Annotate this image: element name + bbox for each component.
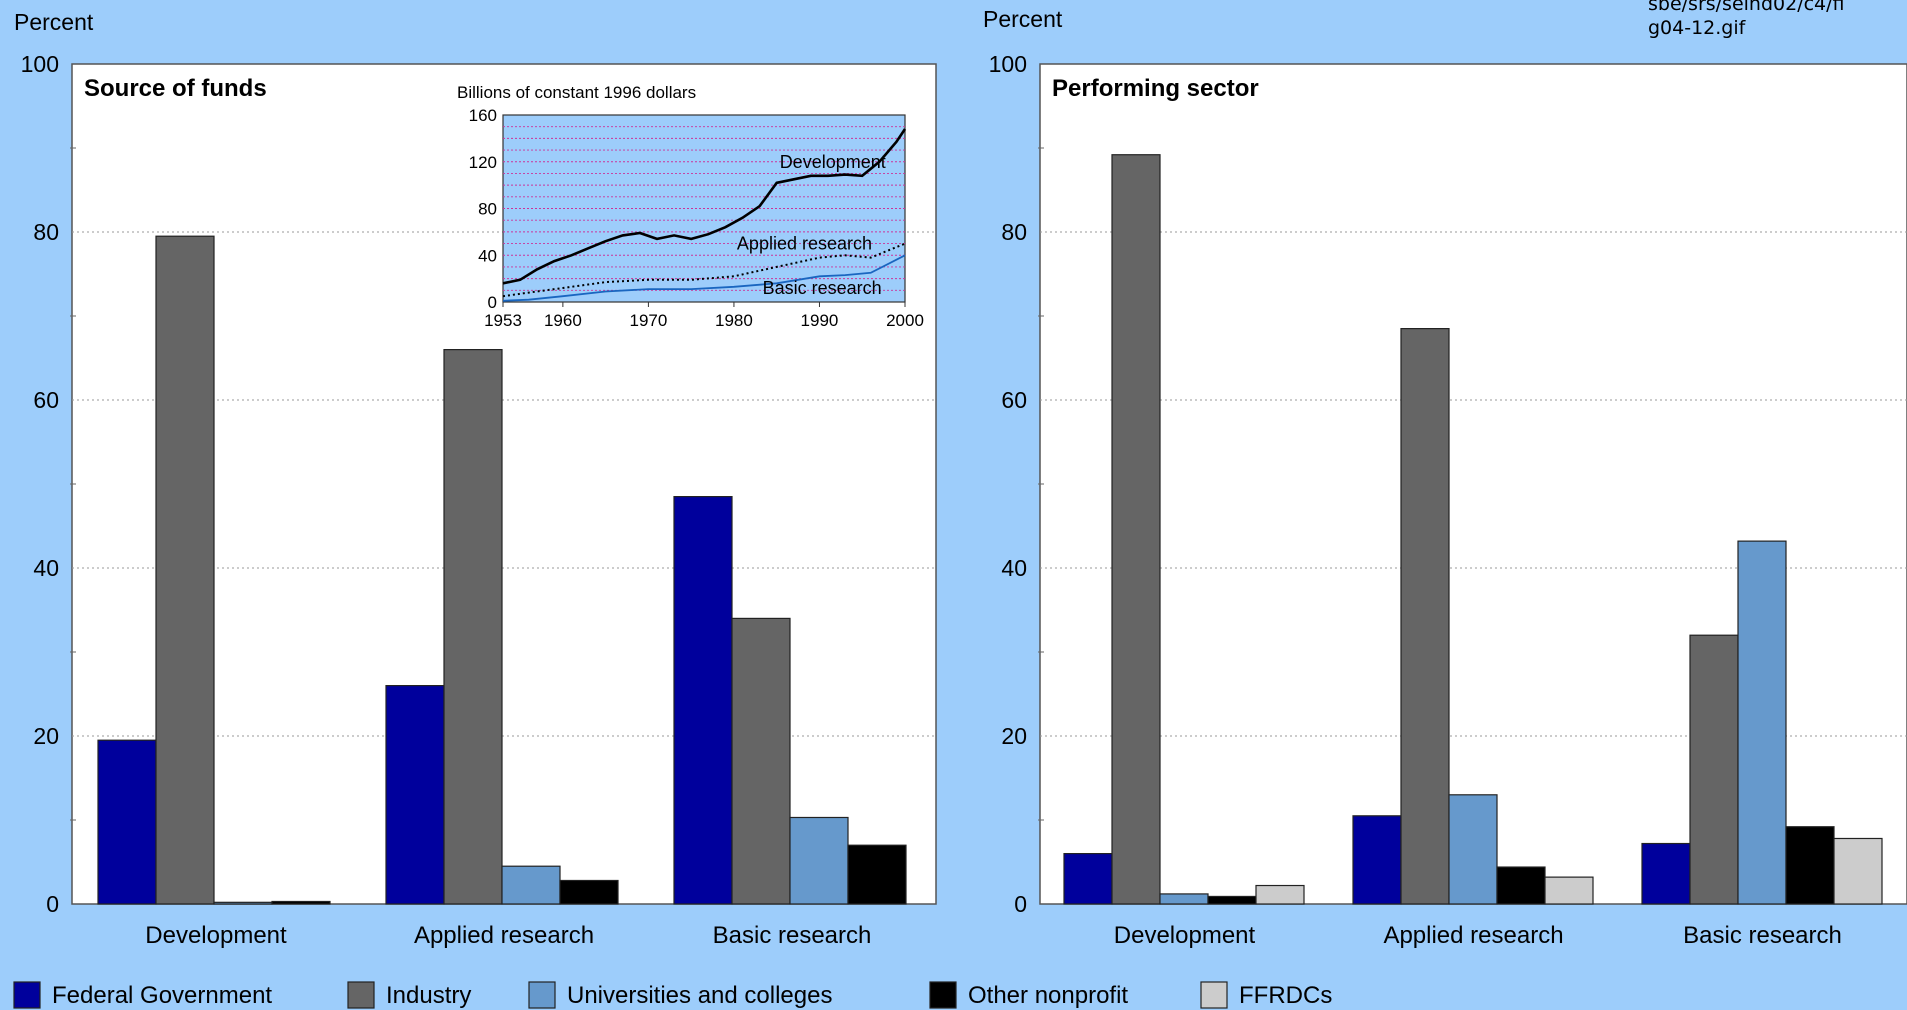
- y-tick-label: 40: [33, 555, 59, 581]
- y-tick-label: 100: [21, 51, 59, 77]
- y-tick-label: 20: [33, 723, 59, 749]
- bar-chart-3: 0 20 40 60 80 100 Percent Performing sector Deve…: [983, 6, 1907, 949]
- legend-item-industry: Industry: [347, 981, 471, 1009]
- legend-swatch-nonprofit: [929, 981, 957, 1009]
- y-axis-label: Percent: [14, 9, 94, 35]
- bar-nonprofit-2: [559, 879, 619, 905]
- inset-title: Billions of constant 1996 dollars: [457, 83, 696, 102]
- bar-universities-1: [213, 901, 273, 905]
- legend-item-universities: Universities and colleges: [528, 981, 832, 1009]
- bar-federal-2: [1352, 815, 1402, 905]
- x-category-label: Development: [1114, 922, 1256, 949]
- inset-x-tick-label: 2000: [886, 311, 924, 330]
- x-category-label: Applied research: [1383, 922, 1563, 949]
- inset-line-chart: Billions of constant 1996 dollars 0 40 80 12…: [457, 83, 924, 330]
- bar-nonprofit-3: [847, 844, 907, 905]
- y-tick-label: 0: [1014, 891, 1027, 917]
- x-category-label: Applied research: [414, 922, 594, 949]
- bar-federal-1: [97, 739, 157, 905]
- bar-nonprofit-3: [1785, 826, 1835, 905]
- inset-series-line-2: [502, 242, 906, 298]
- inset-y-tick-label: 80: [478, 200, 497, 219]
- bar-industry-2: [443, 349, 503, 905]
- y-tick-label: 20: [1001, 723, 1027, 749]
- chart-title: Source of funds: [84, 75, 267, 102]
- inset-x-tick-label: 1970: [629, 311, 667, 330]
- inset-x-tick-label: 1953: [484, 311, 522, 330]
- legend-label: Industry: [386, 982, 471, 1009]
- inset-series-label: Applied research: [737, 234, 872, 254]
- inset-y-tick-label: 120: [469, 153, 497, 172]
- bar-universities-2: [501, 865, 561, 905]
- bar-federal-3: [1641, 842, 1691, 905]
- legend-label: Other nonprofit: [968, 982, 1128, 1009]
- inset-y-tick-label: 40: [478, 246, 497, 265]
- bar-nonprofit-1: [271, 900, 331, 905]
- y-tick-label: 60: [1001, 387, 1027, 413]
- bar-nonprofit-2: [1496, 866, 1546, 905]
- legend-swatch-industry: [347, 981, 375, 1009]
- legend-label: Federal Government: [52, 982, 272, 1009]
- inset-series-label: Development: [780, 152, 886, 172]
- y-tick-label: 0: [46, 891, 59, 917]
- bar-federal-2: [385, 684, 445, 905]
- inset-series-line-1: [502, 128, 907, 285]
- x-category-label: Development: [145, 922, 287, 949]
- bar-universities-1: [1159, 893, 1209, 905]
- x-category-label: Basic research: [713, 922, 872, 949]
- legend-label: FFRDCs: [1239, 982, 1332, 1009]
- y-tick-label: 80: [33, 219, 59, 245]
- y-tick-label: 60: [33, 387, 59, 413]
- bar-ffrdc-3: [1833, 837, 1883, 905]
- inset-series-label: Basic research: [763, 278, 882, 298]
- bar-industry-1: [1111, 154, 1161, 905]
- bar-industry-3: [1689, 634, 1739, 905]
- legend-item-ffrdc: FFRDCs: [1200, 981, 1332, 1009]
- bar-universities-2: [1448, 794, 1498, 905]
- legend-item-nonprofit: Other nonprofit: [929, 981, 1128, 1009]
- bar-federal-1: [1063, 852, 1113, 905]
- legend-item-federal: Federal Government: [13, 981, 272, 1009]
- bar-universities-3: [789, 816, 849, 905]
- inset-y-tick-label: 160: [469, 106, 497, 125]
- legend-swatch-federal: [13, 981, 41, 1009]
- bar-universities-3: [1737, 540, 1787, 905]
- legend-swatch-universities: [528, 981, 556, 1009]
- x-category-label: Basic research: [1683, 922, 1842, 949]
- legend-label: Universities and colleges: [567, 982, 832, 1009]
- legend: Federal Government Industry Universities a…: [13, 981, 1332, 1009]
- bar-industry-2: [1400, 328, 1450, 905]
- inset-y-tick-label: 0: [488, 293, 497, 312]
- legend-swatch-ffrdc: [1200, 981, 1228, 1009]
- bar-nonprofit-1: [1207, 895, 1257, 905]
- bar-industry-1: [155, 235, 215, 905]
- bar-industry-3: [731, 617, 791, 905]
- bar-ffrdc-1: [1255, 884, 1305, 905]
- y-axis-label: Percent: [983, 6, 1063, 32]
- y-tick-label: 80: [1001, 219, 1027, 245]
- inset-x-tick-label: 1980: [715, 311, 753, 330]
- inset-x-tick-label: 1960: [544, 311, 582, 330]
- y-tick-label: 100: [989, 51, 1027, 77]
- chart-title: Performing sector: [1052, 75, 1259, 102]
- bar-ffrdc-2: [1544, 876, 1594, 905]
- bar-federal-3: [673, 496, 733, 905]
- source-filename-note: sbe/srs/seind02/c4/fi g04-12.gif: [1648, 0, 1845, 39]
- inset-x-tick-label: 1990: [801, 311, 839, 330]
- inset-series-line-3: [502, 254, 906, 302]
- y-tick-label: 40: [1001, 555, 1027, 581]
